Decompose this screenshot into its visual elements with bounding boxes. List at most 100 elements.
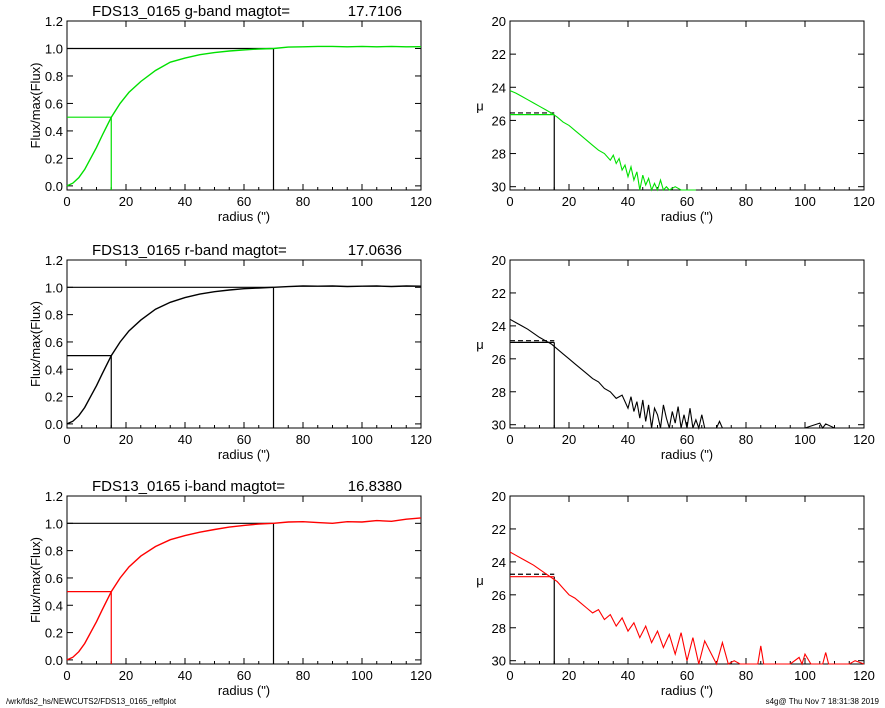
y-tick-label: 28 xyxy=(492,385,506,400)
panel-title: FDS13_0165 i-band magtot= xyxy=(92,478,285,495)
plot-frame xyxy=(509,20,865,191)
plot-frame xyxy=(66,259,422,429)
y-tick-label: 1.0 xyxy=(45,516,63,531)
y-tick-label: 0.2 xyxy=(45,390,63,405)
x-tick-label: 80 xyxy=(296,668,310,683)
y-axis-title: Flux/max(Flux) xyxy=(28,63,43,149)
x-tick-label: 100 xyxy=(794,668,816,683)
x-tick-label: 60 xyxy=(237,432,251,447)
y-axis-title: μ xyxy=(476,573,484,588)
panel-title: FDS13_0165 r-band magtot= xyxy=(92,242,287,259)
y-tick-label: 30 xyxy=(492,654,506,669)
y-tick-label: 0.4 xyxy=(45,124,63,139)
x-axis-title: radius (") xyxy=(661,447,713,462)
x-tick-label: 0 xyxy=(506,432,513,447)
y-tick-label: 30 xyxy=(492,180,506,195)
y-tick-label: 0.6 xyxy=(45,96,63,111)
x-tick-label: 20 xyxy=(562,432,576,447)
y-tick-label: 0.6 xyxy=(45,571,63,586)
x-axis-title: radius (") xyxy=(661,209,713,224)
y-tick-label: 26 xyxy=(492,113,506,128)
y-tick-label: 0.0 xyxy=(45,653,63,668)
x-tick-label: 0 xyxy=(63,194,70,209)
x-tick-label: 120 xyxy=(853,668,875,683)
panel-title-magnitude: 17.0636 xyxy=(348,242,402,259)
x-tick-label: 100 xyxy=(794,194,816,209)
x-tick-label: 120 xyxy=(410,668,432,683)
y-tick-label: 22 xyxy=(492,47,506,62)
x-tick-label: 60 xyxy=(237,194,251,209)
y-tick-label: 22 xyxy=(492,522,506,537)
panel-i-growth: 0 20 40 60 80 100 120 0.0 0.2 0.4 0.6 0.8 1.0 1.2 radi… xyxy=(28,478,432,698)
plot-frame xyxy=(509,259,865,429)
y-tick-label: 1.0 xyxy=(45,280,63,295)
x-tick-label: 20 xyxy=(119,194,133,209)
footer-path: /wrk/fds2_hs/NEWCUTS2/FDS13_0165_reffplo… xyxy=(6,697,177,706)
y-tick-label: 28 xyxy=(492,147,506,162)
y-tick-label: 24 xyxy=(492,319,506,334)
y-axis-title: Flux/max(Flux) xyxy=(28,301,43,387)
y-tick-label: 20 xyxy=(492,14,506,29)
y-tick-label: 0.8 xyxy=(45,308,63,323)
y-axis-title: μ xyxy=(476,99,484,114)
y-tick-label: 22 xyxy=(492,286,506,301)
y-tick-label: 26 xyxy=(492,352,506,367)
x-tick-label: 80 xyxy=(739,668,753,683)
panel-title-magnitude: 16.8380 xyxy=(348,478,402,495)
x-tick-label: 40 xyxy=(178,194,192,209)
x-tick-label: 0 xyxy=(63,432,70,447)
x-tick-label: 0 xyxy=(506,668,513,683)
x-axis-title: radius (") xyxy=(218,447,270,462)
surface-brightness-profile xyxy=(509,551,865,666)
y-tick-label: 1.2 xyxy=(45,14,63,29)
x-tick-label: 80 xyxy=(739,194,753,209)
y-tick-label: 0.0 xyxy=(45,417,63,432)
y-tick-label: 0.8 xyxy=(45,69,63,84)
x-tick-label: 20 xyxy=(562,194,576,209)
y-tick-label: 0.8 xyxy=(45,544,63,559)
x-tick-label: 40 xyxy=(621,194,635,209)
x-tick-label: 40 xyxy=(621,432,635,447)
x-tick-label: 0 xyxy=(506,194,513,209)
y-tick-label: 0.0 xyxy=(45,179,63,194)
y-tick-label: 24 xyxy=(492,555,506,570)
plot-frame xyxy=(509,495,865,665)
panel-r-profile: 0 20 40 60 80 100 120 20 22 24 26 28 30 radius (") μ xyxy=(476,253,875,462)
x-tick-label: 60 xyxy=(237,668,251,683)
x-tick-label: 100 xyxy=(351,194,373,209)
x-tick-label: 0 xyxy=(63,668,70,683)
y-tick-label: 24 xyxy=(492,80,506,95)
y-tick-label: 0.2 xyxy=(45,151,63,166)
surface-brightness-profile xyxy=(509,318,864,430)
x-axis-title: radius (") xyxy=(661,683,713,698)
panel-g-profile: 0 20 40 60 80 100 120 20 22 24 26 28 30 radius (") μ xyxy=(476,14,875,224)
y-tick-label: 20 xyxy=(492,489,506,504)
y-tick-label: 28 xyxy=(492,621,506,636)
panel-title-magnitude: 17.7106 xyxy=(348,3,402,20)
y-tick-label: 0.6 xyxy=(45,335,63,350)
y-axis-title: Flux/max(Flux) xyxy=(28,537,43,623)
x-tick-label: 20 xyxy=(119,668,133,683)
growth-curve xyxy=(66,45,422,187)
y-tick-label: 1.0 xyxy=(45,41,63,56)
x-tick-label: 40 xyxy=(178,668,192,683)
x-tick-label: 80 xyxy=(296,432,310,447)
y-tick-label: 0.4 xyxy=(45,362,63,377)
y-tick-label: 20 xyxy=(492,253,506,268)
footer-timestamp: s4g@ Thu Nov 7 18:31:38 2019 xyxy=(766,697,880,706)
x-tick-label: 120 xyxy=(853,432,875,447)
x-tick-label: 80 xyxy=(296,194,310,209)
x-tick-label: 120 xyxy=(853,194,875,209)
x-tick-label: 100 xyxy=(794,432,816,447)
y-tick-label: 30 xyxy=(492,418,506,433)
y-tick-label: 0.4 xyxy=(45,598,63,613)
panel-g-growth: 0 20 40 60 80 100 120 0.0 0.2 0.4 0.6 0.8 1.0 1.2 radi… xyxy=(28,3,432,224)
growth-curve xyxy=(66,285,422,425)
y-axis-title: μ xyxy=(476,337,484,352)
x-tick-label: 100 xyxy=(351,432,373,447)
x-tick-label: 100 xyxy=(351,668,373,683)
x-tick-label: 20 xyxy=(119,432,133,447)
x-tick-label: 60 xyxy=(680,668,694,683)
x-tick-label: 40 xyxy=(621,668,635,683)
